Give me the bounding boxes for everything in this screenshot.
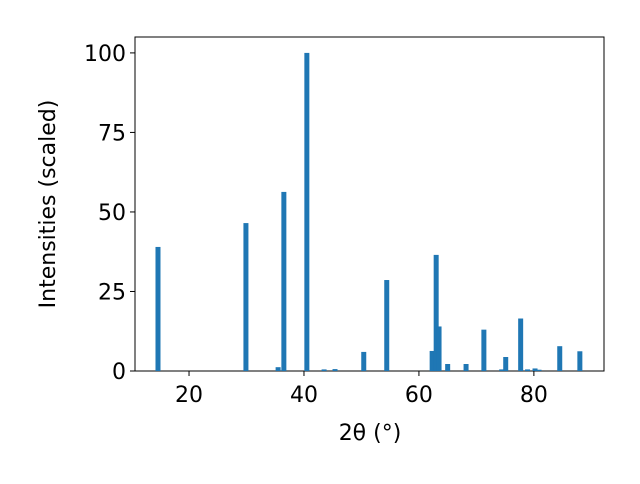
x-tick-label: 60 bbox=[405, 383, 433, 408]
bar bbox=[281, 191, 287, 371]
bar bbox=[577, 351, 583, 371]
bar bbox=[429, 350, 435, 371]
bar bbox=[436, 326, 442, 371]
bar bbox=[155, 246, 161, 371]
bar bbox=[275, 367, 281, 371]
bar bbox=[532, 368, 538, 371]
bar bbox=[332, 369, 338, 371]
bar bbox=[243, 223, 249, 371]
plot-frame bbox=[134, 36, 605, 372]
y-tick-label: 75 bbox=[98, 121, 126, 146]
bar bbox=[499, 369, 505, 371]
x-axis-label: 2θ (°) bbox=[339, 421, 402, 446]
bar bbox=[384, 280, 390, 371]
bar bbox=[361, 351, 367, 371]
x-tick-label: 40 bbox=[290, 383, 318, 408]
bar bbox=[525, 369, 531, 371]
y-tick-label: 25 bbox=[98, 280, 126, 305]
bar bbox=[536, 369, 542, 371]
bar bbox=[433, 254, 439, 371]
bar bbox=[304, 52, 310, 372]
bar bbox=[445, 364, 451, 371]
x-tick-label: 20 bbox=[175, 383, 203, 408]
bar bbox=[321, 369, 327, 371]
bar bbox=[463, 364, 469, 371]
bar bbox=[503, 357, 509, 371]
y-tick-label: 0 bbox=[112, 360, 126, 385]
x-tick-label: 80 bbox=[520, 383, 548, 408]
bar bbox=[481, 329, 487, 371]
y-tick-label: 100 bbox=[84, 42, 126, 67]
y-tick-label: 50 bbox=[98, 201, 126, 226]
bar bbox=[518, 318, 524, 371]
bar bbox=[557, 346, 563, 371]
y-axis-label: Intensities (scaled) bbox=[36, 100, 61, 309]
